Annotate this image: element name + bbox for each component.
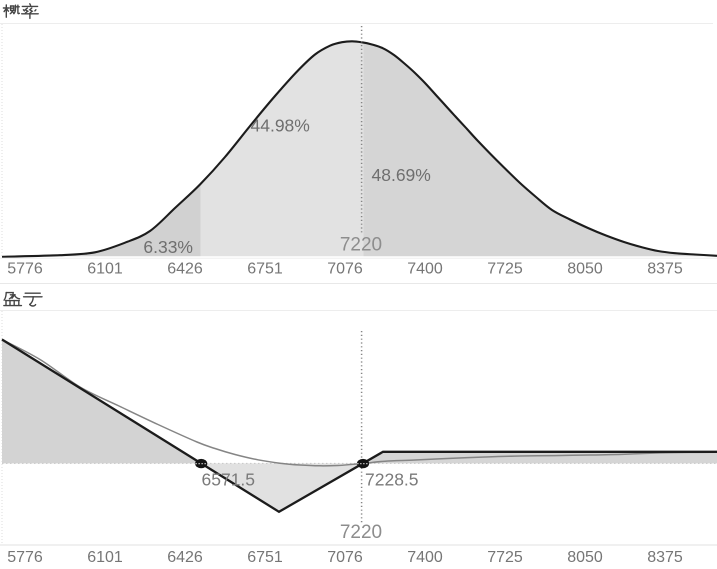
svg-text:6426: 6426	[167, 549, 203, 566]
svg-text:6101: 6101	[87, 549, 123, 566]
svg-text:7400: 7400	[407, 549, 443, 566]
svg-text:8375: 8375	[647, 261, 683, 278]
svg-text:7725: 7725	[487, 261, 523, 278]
svg-text:6751: 6751	[247, 549, 283, 566]
svg-text:7400: 7400	[407, 261, 443, 278]
svg-text:8050: 8050	[567, 261, 603, 278]
svg-text:7725: 7725	[487, 549, 523, 566]
svg-text:8050: 8050	[567, 549, 603, 566]
svg-text:7220: 7220	[340, 235, 382, 256]
svg-text:6751: 6751	[247, 261, 283, 278]
svg-text:7220: 7220	[340, 522, 382, 543]
svg-text:7076: 7076	[327, 549, 363, 566]
svg-text:5776: 5776	[7, 261, 43, 278]
svg-text:5776: 5776	[7, 549, 43, 566]
svg-text:7076: 7076	[327, 261, 363, 278]
svg-text:6426: 6426	[167, 261, 203, 278]
svg-text:44.98%: 44.98%	[251, 116, 310, 136]
svg-text:6101: 6101	[87, 261, 123, 278]
svg-text:6571.5: 6571.5	[202, 470, 256, 490]
svg-text:6.33%: 6.33%	[143, 237, 193, 257]
svg-text:8375: 8375	[647, 549, 683, 566]
svg-text:48.69%: 48.69%	[372, 165, 431, 185]
svg-text:7228.5: 7228.5	[365, 470, 419, 490]
